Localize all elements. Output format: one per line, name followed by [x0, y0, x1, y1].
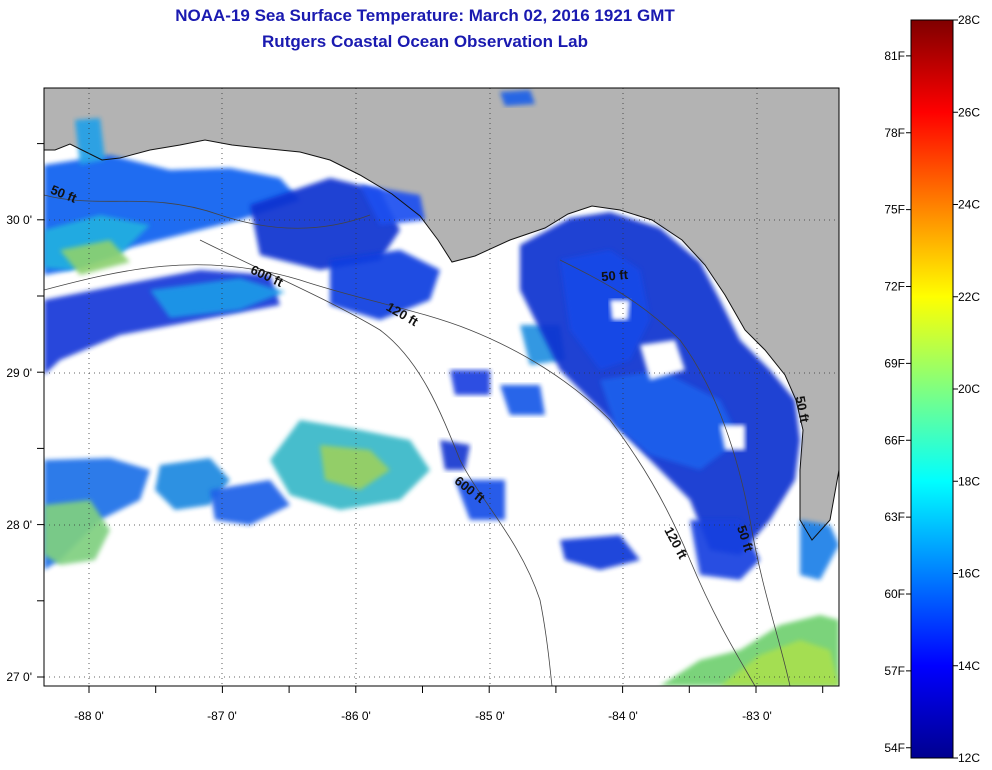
colorbar-celsius-label: 24C	[958, 198, 980, 212]
lon-label: -83 0'	[742, 709, 772, 723]
sst-patch	[44, 500, 110, 565]
cloud-gap	[640, 340, 685, 380]
map-title: NOAA-19 Sea Surface Temperature: March 0…	[175, 6, 675, 25]
sst-patch	[800, 520, 839, 580]
colorbar-fahrenheit-label: 81F	[884, 49, 905, 63]
colorbar-celsius-label: 18C	[958, 474, 980, 488]
sst-patch	[560, 535, 640, 570]
lat-label: 28 0'	[6, 518, 32, 532]
sst-patch	[250, 178, 400, 270]
colorbar-fahrenheit-label: 72F	[884, 280, 905, 294]
colorbar-celsius-label: 14C	[958, 659, 980, 673]
lon-label: -84 0'	[608, 709, 638, 723]
sst-patch	[360, 185, 425, 225]
latitude-labels: 30 0' 29 0' 28 0' 27 0'	[6, 213, 32, 684]
cloud-gap	[610, 300, 630, 320]
sst-patch	[500, 385, 545, 415]
sst-patch	[210, 480, 290, 525]
colorbar-celsius-labels: 28C 26C 24C 22C 20C 18C 16C 14C 12C	[958, 13, 980, 765]
colorbar-ticks	[906, 19, 958, 759]
lon-label: -88 0'	[74, 709, 104, 723]
colorbar-fahrenheit-label: 66F	[884, 433, 905, 447]
sst-patch	[75, 118, 105, 165]
plot-frame	[43, 87, 840, 687]
isobath-label: 50 ft	[601, 267, 630, 284]
isobath-120ft	[44, 264, 756, 686]
sst-patch	[60, 240, 130, 275]
colorbar-fahrenheit-label: 75F	[884, 203, 905, 217]
colorbar-celsius-label: 22C	[958, 290, 980, 304]
lat-label: 27 0'	[6, 670, 32, 684]
colorbar-celsius-label: 16C	[958, 567, 980, 581]
colorbar-fahrenheit-label: 63F	[884, 510, 905, 524]
sst-patch	[600, 370, 740, 470]
lon-label: -85 0'	[475, 709, 505, 723]
colorbar-fahrenheit-label: 78F	[884, 126, 905, 140]
sst-patch	[690, 520, 760, 580]
colorbar-fahrenheit-label: 57F	[884, 664, 905, 678]
isobath-50ft-east	[559, 259, 791, 686]
land-north-coast	[44, 88, 839, 540]
sst-patch	[320, 445, 390, 490]
sst-patch	[150, 278, 285, 318]
sst-patch	[330, 250, 440, 320]
map-subtitle: Rutgers Coastal Ocean Observation Lab	[262, 32, 588, 51]
colorbar-celsius-label: 26C	[958, 105, 980, 119]
sst-patch	[455, 480, 505, 520]
isobath-600ft	[199, 239, 553, 686]
cloud-gap	[720, 425, 745, 450]
colorbar	[910, 19, 954, 759]
colorbar-fahrenheit-label: 69F	[884, 356, 905, 370]
isobath-label: 50 ft	[793, 395, 813, 425]
colorbar-fahrenheit-labels: 81F 78F 75F 72F 69F 66F 63F 60F 57F 54F	[884, 49, 905, 755]
colorbar-fahrenheit-label: 60F	[884, 587, 905, 601]
lon-label: -87 0'	[207, 709, 237, 723]
sst-patch	[440, 440, 470, 470]
lat-label: 30 0'	[6, 213, 32, 227]
sst-data-layer	[44, 90, 839, 686]
lon-label: -86 0'	[341, 709, 371, 723]
lat-label: 29 0'	[6, 366, 32, 380]
sst-patch	[450, 370, 490, 395]
sst-patch	[500, 90, 535, 106]
sst-patch	[560, 250, 650, 370]
sst-patch	[720, 640, 839, 686]
isobath-50ft	[44, 194, 371, 229]
longitude-labels: -88 0' -87 0' -86 0' -85 0' -84 0' -83 0'	[74, 709, 772, 723]
colorbar-celsius-label: 12C	[958, 751, 980, 765]
colorbar-fahrenheit-label: 54F	[884, 741, 905, 755]
coastline	[44, 139, 839, 541]
axis-ticks	[37, 143, 824, 693]
isobath-lines	[44, 194, 791, 686]
colorbar-celsius-label: 28C	[958, 13, 980, 27]
colorbar-celsius-label: 20C	[958, 382, 980, 396]
